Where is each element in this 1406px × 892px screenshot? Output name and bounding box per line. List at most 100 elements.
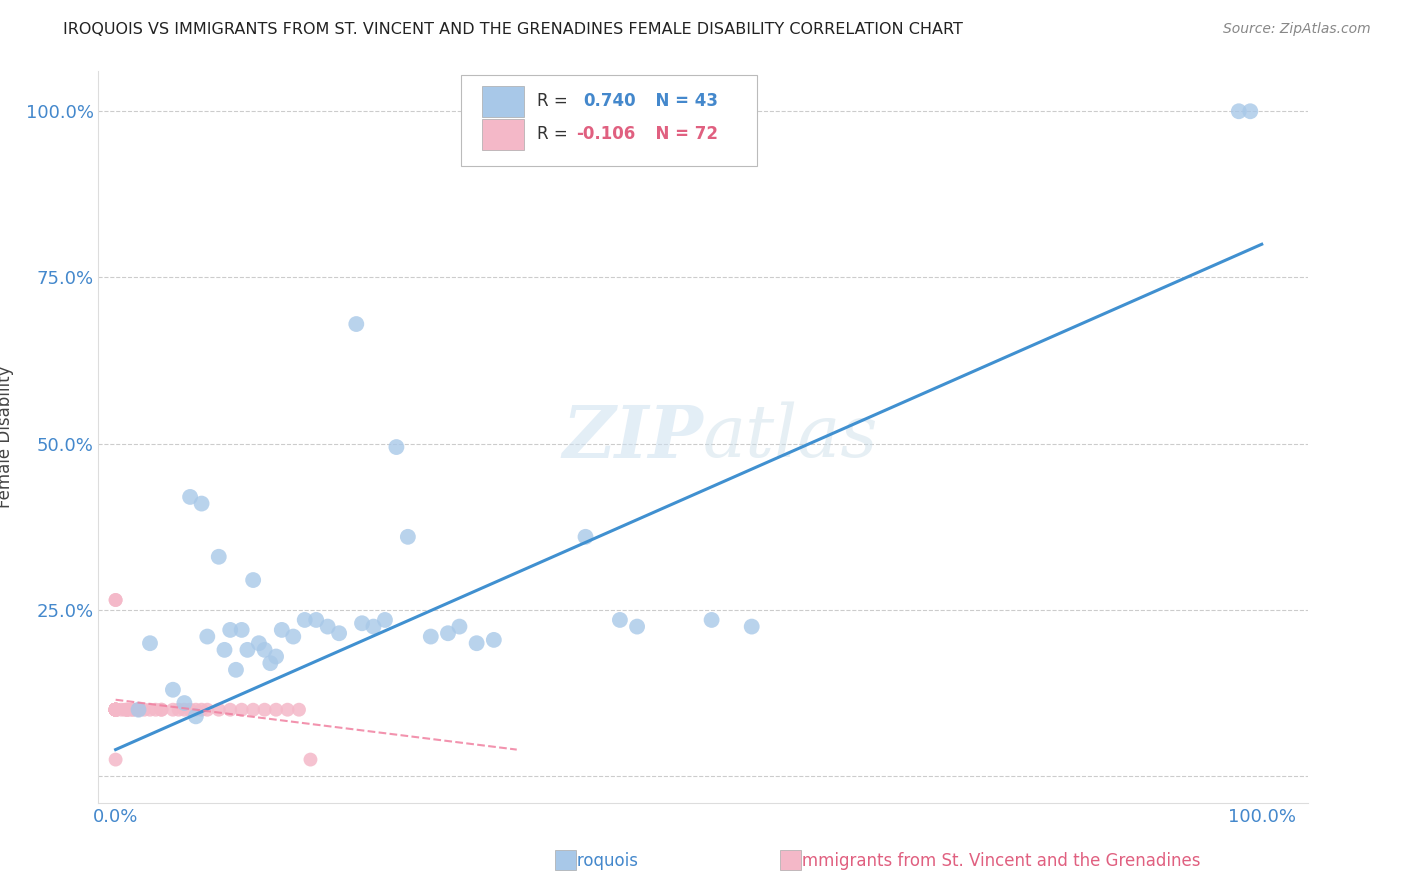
Point <box>104 753 127 767</box>
Point <box>115 703 138 717</box>
Text: N = 43: N = 43 <box>644 93 717 111</box>
Point <box>104 703 127 717</box>
Point <box>128 703 150 717</box>
Point <box>104 703 127 717</box>
Point <box>277 703 299 717</box>
Text: R =: R = <box>537 93 574 111</box>
Point <box>104 703 127 717</box>
Point <box>104 703 127 717</box>
Point <box>344 317 367 331</box>
Text: IROQUOIS VS IMMIGRANTS FROM ST. VINCENT AND THE GRENADINES FEMALE DISABILITY COR: IROQUOIS VS IMMIGRANTS FROM ST. VINCENT … <box>63 22 963 37</box>
Point <box>328 626 350 640</box>
Point <box>294 613 316 627</box>
Text: ZIP: ZIP <box>562 401 703 473</box>
Point <box>316 619 339 633</box>
Point <box>482 632 505 647</box>
Point <box>449 619 471 633</box>
Point <box>179 703 201 717</box>
Text: R =: R = <box>537 125 574 144</box>
Point <box>104 703 127 717</box>
Point <box>231 623 253 637</box>
Point <box>253 643 276 657</box>
Point <box>145 703 167 717</box>
Point <box>134 703 156 717</box>
Text: N = 72: N = 72 <box>644 125 717 144</box>
Point <box>104 703 127 717</box>
Point <box>208 549 231 564</box>
Point <box>626 619 648 633</box>
Point <box>115 703 138 717</box>
Point <box>195 703 218 717</box>
Point <box>104 703 127 717</box>
Point <box>104 703 127 717</box>
Point <box>396 530 419 544</box>
Y-axis label: Female Disability: Female Disability <box>0 366 14 508</box>
Point <box>150 703 173 717</box>
Point <box>121 703 143 717</box>
Point <box>104 703 127 717</box>
Point <box>104 703 127 717</box>
Point <box>104 703 127 717</box>
Point <box>264 649 287 664</box>
Point <box>179 490 201 504</box>
Point <box>247 636 270 650</box>
Point <box>236 643 259 657</box>
Point <box>419 630 441 644</box>
Point <box>574 530 596 544</box>
Point <box>139 636 162 650</box>
Point <box>118 703 141 717</box>
FancyBboxPatch shape <box>482 86 524 117</box>
Text: Iroquois: Iroquois <box>572 852 638 870</box>
Point <box>104 703 127 717</box>
Point <box>253 703 276 717</box>
Point <box>104 703 127 717</box>
Point <box>104 703 127 717</box>
Point <box>104 703 127 717</box>
Point <box>104 593 127 607</box>
Point <box>184 703 207 717</box>
Point <box>259 656 281 670</box>
Point <box>104 703 127 717</box>
Point <box>283 630 305 644</box>
Point <box>173 703 195 717</box>
Point <box>162 703 184 717</box>
Text: -0.106: -0.106 <box>576 125 636 144</box>
Point <box>195 630 218 644</box>
Point <box>104 703 127 717</box>
Point <box>104 703 127 717</box>
Point <box>219 703 242 717</box>
Point <box>104 703 127 717</box>
Point <box>104 593 127 607</box>
Point <box>104 703 127 717</box>
Point <box>150 703 173 717</box>
Point <box>167 703 190 717</box>
Point <box>104 703 127 717</box>
Text: Immigrants from St. Vincent and the Grenadines: Immigrants from St. Vincent and the Gren… <box>797 852 1201 870</box>
Point <box>190 703 212 717</box>
Point <box>104 703 127 717</box>
Point <box>231 703 253 717</box>
Point <box>128 703 150 717</box>
Text: Source: ZipAtlas.com: Source: ZipAtlas.com <box>1223 22 1371 37</box>
Point <box>363 619 385 633</box>
Point <box>114 703 136 717</box>
Point <box>139 703 162 717</box>
FancyBboxPatch shape <box>482 119 524 150</box>
Point <box>104 703 127 717</box>
Point <box>115 703 138 717</box>
Point <box>104 703 127 717</box>
Text: atlas: atlas <box>703 401 879 473</box>
Point <box>1239 104 1261 119</box>
Point <box>104 703 127 717</box>
Point <box>104 703 127 717</box>
Point <box>121 703 143 717</box>
FancyBboxPatch shape <box>461 75 758 167</box>
Point <box>225 663 247 677</box>
Point <box>437 626 460 640</box>
Point <box>288 703 311 717</box>
Point <box>104 703 127 717</box>
Point <box>173 696 195 710</box>
Point <box>270 623 292 637</box>
Point <box>208 703 231 717</box>
Point <box>104 703 127 717</box>
